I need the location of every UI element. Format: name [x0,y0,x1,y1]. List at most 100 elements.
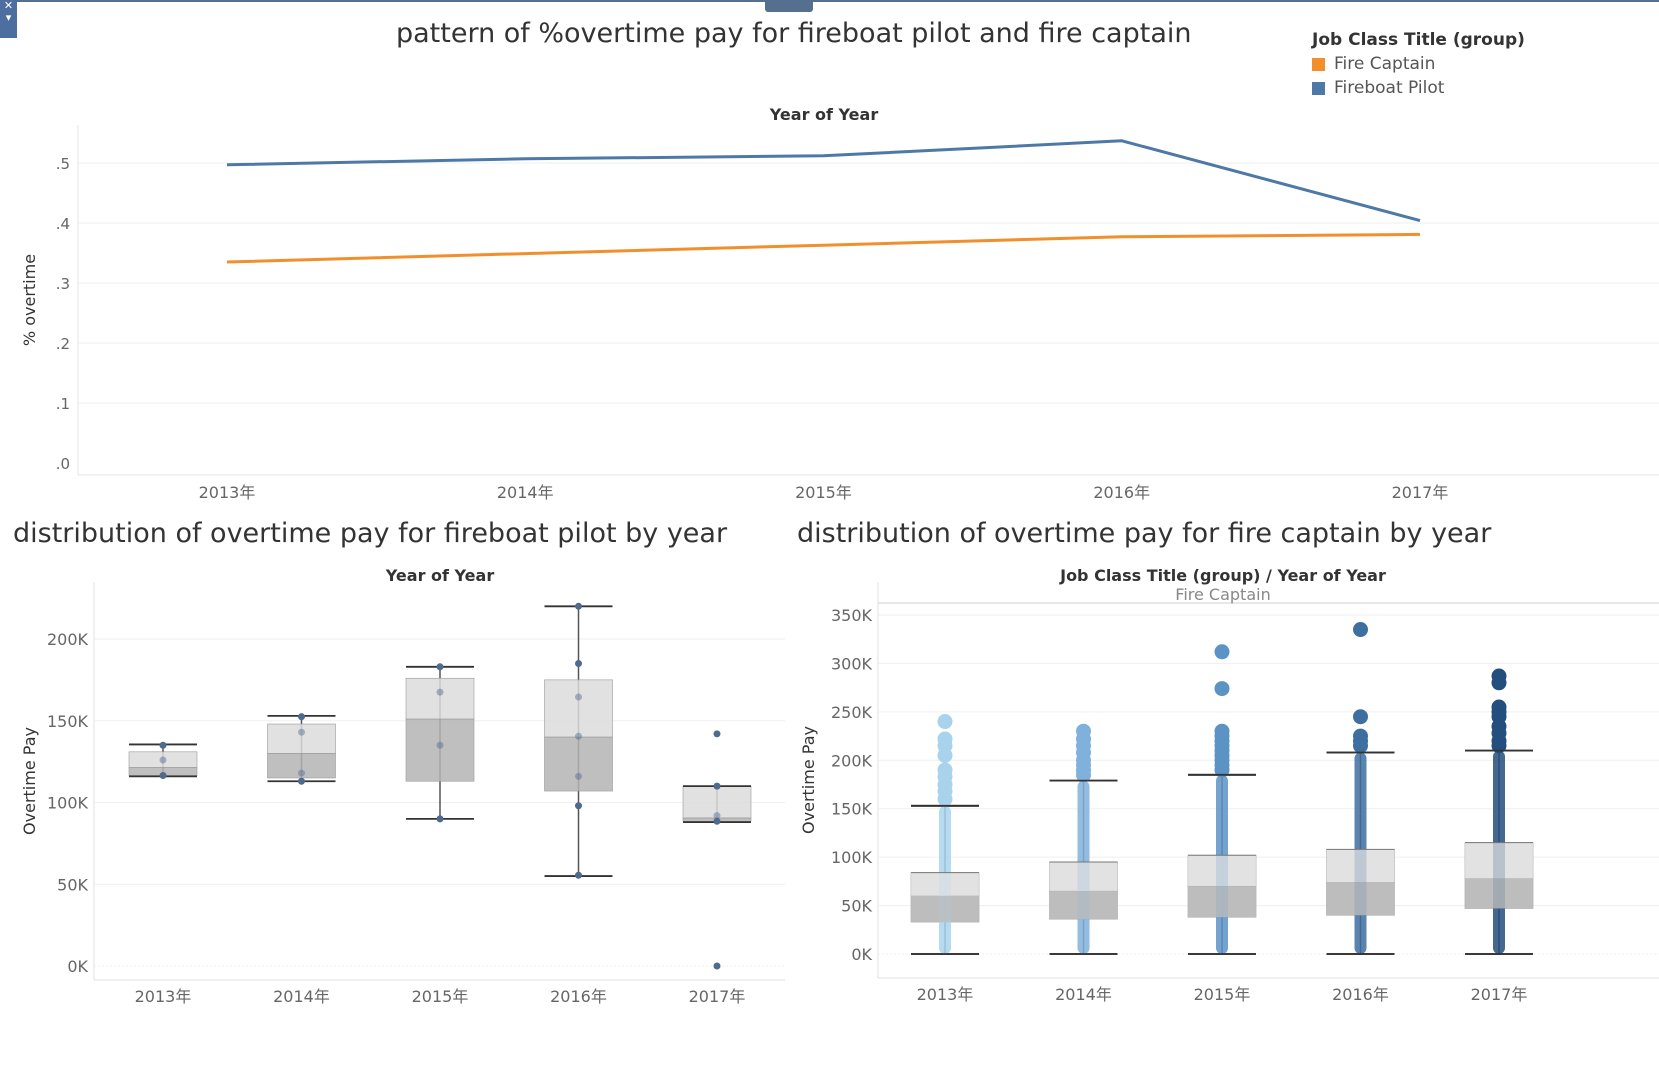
data-point [159,741,167,749]
outlier-point [1491,738,1507,754]
y-tick-label: 50K [57,875,88,894]
data-point [298,769,305,777]
fireboat-pilot-box-plot: 0K 50K 100K 150K 200K Overtime Pay Year of Yea… [20,566,785,1006]
data-point [713,782,721,790]
outlier-point [1214,681,1230,697]
box-upper-overlay [1188,855,1256,887]
box-lower-overlay [1326,882,1395,916]
x-tick-label: 2015年 [412,987,469,1006]
x-tick-label: 2015年 [1194,985,1251,1004]
x-tick-label: 2014年 [1055,985,1112,1004]
dashboard-control[interactable]: ✕ ▾ [0,0,17,38]
data-point [713,730,721,738]
data-point [575,732,582,740]
data-point [436,688,444,696]
data-point [713,817,721,825]
chevron-down-icon[interactable]: ▾ [5,11,12,24]
data-point [575,693,582,701]
y-axis-label: Overtime Pay [20,727,39,835]
y-axis-label: % overtime [20,254,39,346]
column-header: Year of Year [385,566,495,585]
outlier-point [1076,767,1091,783]
outlier-point [1353,738,1368,754]
y-tick-label: .1 [56,395,70,413]
data-point [298,713,305,721]
legend-label: Fire Captain [1334,54,1436,74]
y-tick-label: .4 [56,215,70,233]
x-tick-label: 2016年 [1332,985,1389,1004]
data-point [575,772,582,780]
data-point [436,741,444,749]
y-tick-label: .2 [56,335,70,353]
outlier-point [937,714,953,730]
legend-item-fire-captain[interactable]: Fire Captain [1312,52,1525,76]
outlier-point [1353,709,1368,725]
x-tick-label: 2015年 [795,483,852,502]
bottom-left-chart-title: distribution of overtime pay for fireboa… [13,518,728,549]
close-icon[interactable]: ✕ [3,0,14,12]
data-point [436,663,444,671]
box-upper [544,679,613,738]
data-point [713,812,721,820]
data-point [575,871,582,879]
box-upper [405,677,475,720]
y-tick-label: 100K [47,794,89,813]
y-tick-label: 350K [831,606,873,625]
series-line-fire-captain [226,232,1421,264]
y-tick-label: 150K [47,712,89,731]
outlier-point [937,747,953,763]
y-tick-label: 150K [831,800,873,819]
legend-swatch [1312,57,1325,71]
box-lower [544,736,613,792]
y-tick-label: .5 [56,155,70,173]
data-point [159,772,167,780]
fire-captain-box-plot: Fire Captain 0K 50K 100K 150K 200K 250K 300K 350… [799,566,1659,1004]
x-tick-label: 2014年 [273,987,330,1006]
box-lower-overlay [911,895,979,923]
column-header: Job Class Title (group) / Year of Year [1059,566,1386,585]
column-header: Year of Year [769,105,879,124]
data-point [159,756,167,764]
outlier-point [1353,622,1368,638]
data-point [713,962,721,970]
x-tick-label: 2013年 [135,987,192,1006]
pane-label: Fire Captain [1175,585,1270,604]
legend-label: Fireboat Pilot [1334,78,1445,98]
line-chart: Year of Year .0 .1 .2 .3 .4 .5 % overtime 2013年 2… [20,105,1659,502]
y-tick-label: 200K [831,751,873,770]
data-point [298,728,305,736]
box-upper-overlay [1049,861,1118,892]
box-upper-overlay [1465,842,1533,879]
box-lower [267,753,336,779]
y-axis-label: Overtime Pay [799,726,818,834]
outlier-point [1214,644,1230,660]
x-tick-label: 2016年 [1093,483,1150,502]
box-lower [405,718,475,782]
bottom-right-chart-title: distribution of overtime pay for fire ca… [797,518,1492,549]
outlier-point [937,791,953,807]
series-line-fireboat-pilot [226,139,1421,223]
x-tick-label: 2013年 [917,985,974,1004]
outlier-point [1214,762,1230,778]
data-point [298,777,305,785]
box-lower-overlay [1049,891,1118,920]
y-tick-label: 100K [831,848,873,867]
box-upper [682,785,752,819]
x-tick-label: 2014年 [497,483,554,502]
legend-swatch [1312,81,1325,95]
legend-title: Job Class Title (group) [1312,30,1525,50]
top-frame-bar [17,0,1659,2]
legend-item-fireboat-pilot[interactable]: Fireboat Pilot [1312,76,1525,100]
data-point [436,815,444,823]
y-tick-label: 0K [67,957,88,976]
x-tick-label: 2017年 [689,987,746,1006]
y-tick-label: 50K [841,897,872,916]
y-tick-label: .3 [56,275,70,293]
box-upper-overlay [911,872,979,896]
y-tick-label: 250K [831,703,873,722]
x-tick-label: 2016年 [550,987,607,1006]
box-lower-overlay [1465,878,1533,909]
drag-handle[interactable] [765,0,813,12]
box-upper [267,723,336,754]
y-tick-label: .0 [56,455,70,473]
